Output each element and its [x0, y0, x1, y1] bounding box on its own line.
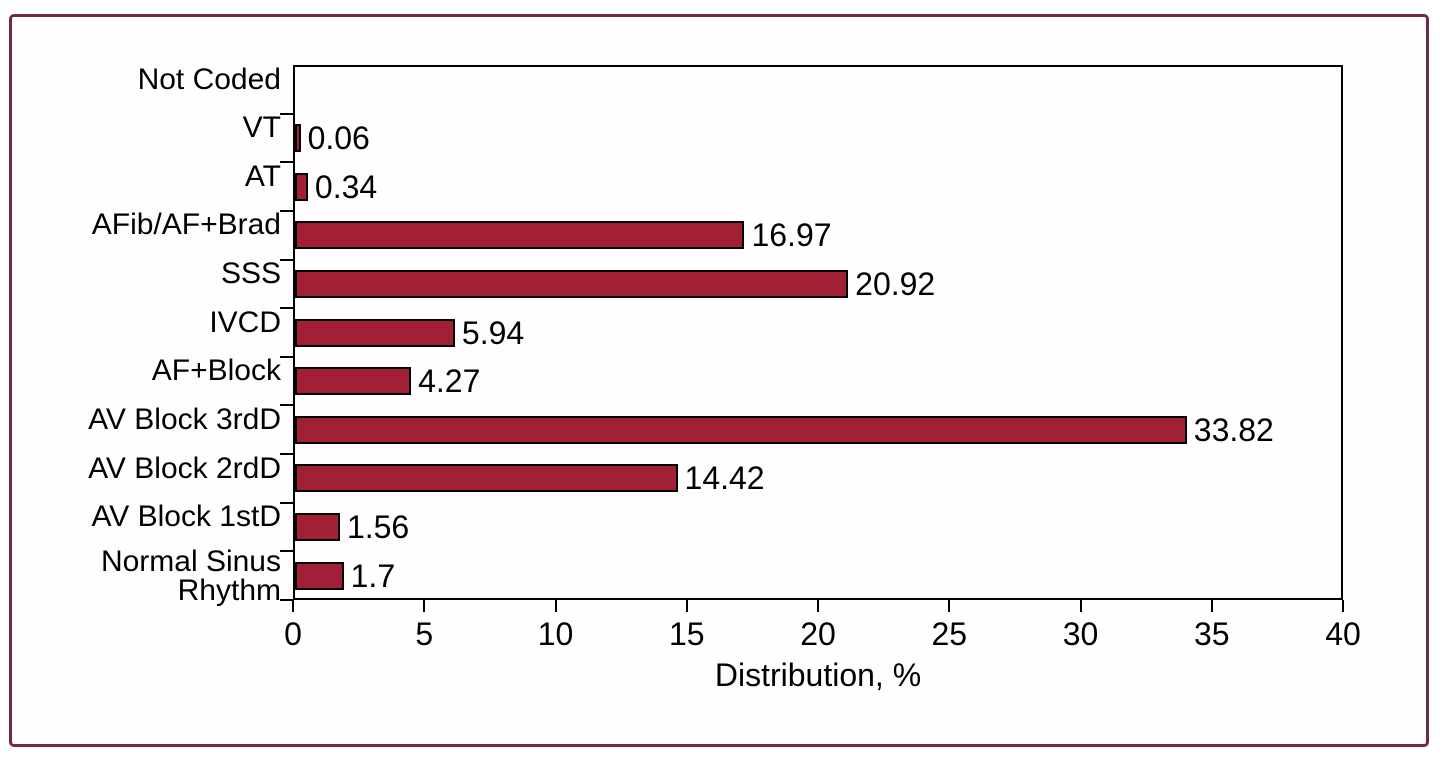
x-tick-label: 5 — [415, 616, 434, 652]
x-axis-title: Distribution, % — [714, 657, 922, 693]
x-tick-label: 40 — [1325, 616, 1361, 652]
bar — [295, 221, 745, 250]
category-label: Normal Sinus Rhythm — [100, 544, 281, 607]
value-label: 16.97 — [751, 217, 832, 254]
y-tick — [280, 501, 293, 504]
value-label: 0.34 — [314, 168, 378, 205]
y-tick — [280, 161, 293, 164]
x-tick — [1342, 600, 1344, 612]
bar — [295, 561, 344, 590]
y-tick — [280, 355, 293, 358]
y-tick — [280, 599, 293, 601]
category-label: IVCD — [209, 305, 281, 339]
x-tick — [948, 600, 951, 612]
value-label: 0.06 — [307, 119, 370, 156]
x-tick-label: 30 — [1062, 616, 1099, 652]
bar — [295, 318, 455, 347]
y-tick — [280, 550, 293, 553]
value-label: 1.56 — [346, 509, 410, 546]
value-label: 14.42 — [684, 460, 765, 497]
category-label: AV Block 3rdD — [88, 402, 281, 436]
y-tick — [280, 404, 293, 407]
category-label: VT — [242, 111, 281, 145]
category-label: AF+Block — [151, 354, 281, 388]
bar — [295, 123, 301, 152]
value-label: 20.92 — [855, 265, 936, 302]
x-tick — [554, 600, 557, 612]
x-tick-label: 0 — [284, 616, 302, 652]
x-tick — [817, 600, 819, 612]
bar — [295, 172, 308, 201]
x-tick-label: 15 — [668, 616, 705, 652]
plot-area — [293, 65, 1343, 600]
y-tick — [280, 258, 293, 261]
x-tick-label: 10 — [537, 616, 574, 652]
category-label: AFib/AF+Brad — [91, 208, 281, 242]
x-tick-label: 35 — [1193, 616, 1230, 652]
category-label: SSS — [220, 257, 281, 291]
x-tick — [685, 600, 688, 612]
bar — [295, 367, 412, 396]
x-tick — [1079, 600, 1082, 612]
bar — [295, 513, 340, 542]
category-label: AT — [244, 159, 281, 193]
y-tick — [280, 307, 293, 310]
y-tick — [280, 209, 293, 212]
value-label: 4.27 — [418, 363, 481, 400]
value-label: 1.7 — [350, 557, 396, 594]
bar — [295, 415, 1187, 444]
category-label: AV Block 1stD — [91, 500, 281, 534]
x-tick-label: 20 — [800, 616, 836, 652]
x-tick-label: 25 — [931, 616, 968, 652]
x-tick — [423, 600, 426, 612]
bar — [295, 464, 678, 493]
value-label: 33.82 — [1193, 411, 1274, 448]
bar — [295, 269, 849, 298]
value-label: 5.94 — [461, 314, 525, 351]
x-tick — [1210, 600, 1213, 612]
y-tick — [280, 112, 293, 115]
category-label: Not Coded — [137, 62, 281, 96]
y-tick — [280, 453, 293, 456]
category-label: AV Block 2rdD — [88, 451, 281, 485]
x-tick — [292, 600, 294, 612]
